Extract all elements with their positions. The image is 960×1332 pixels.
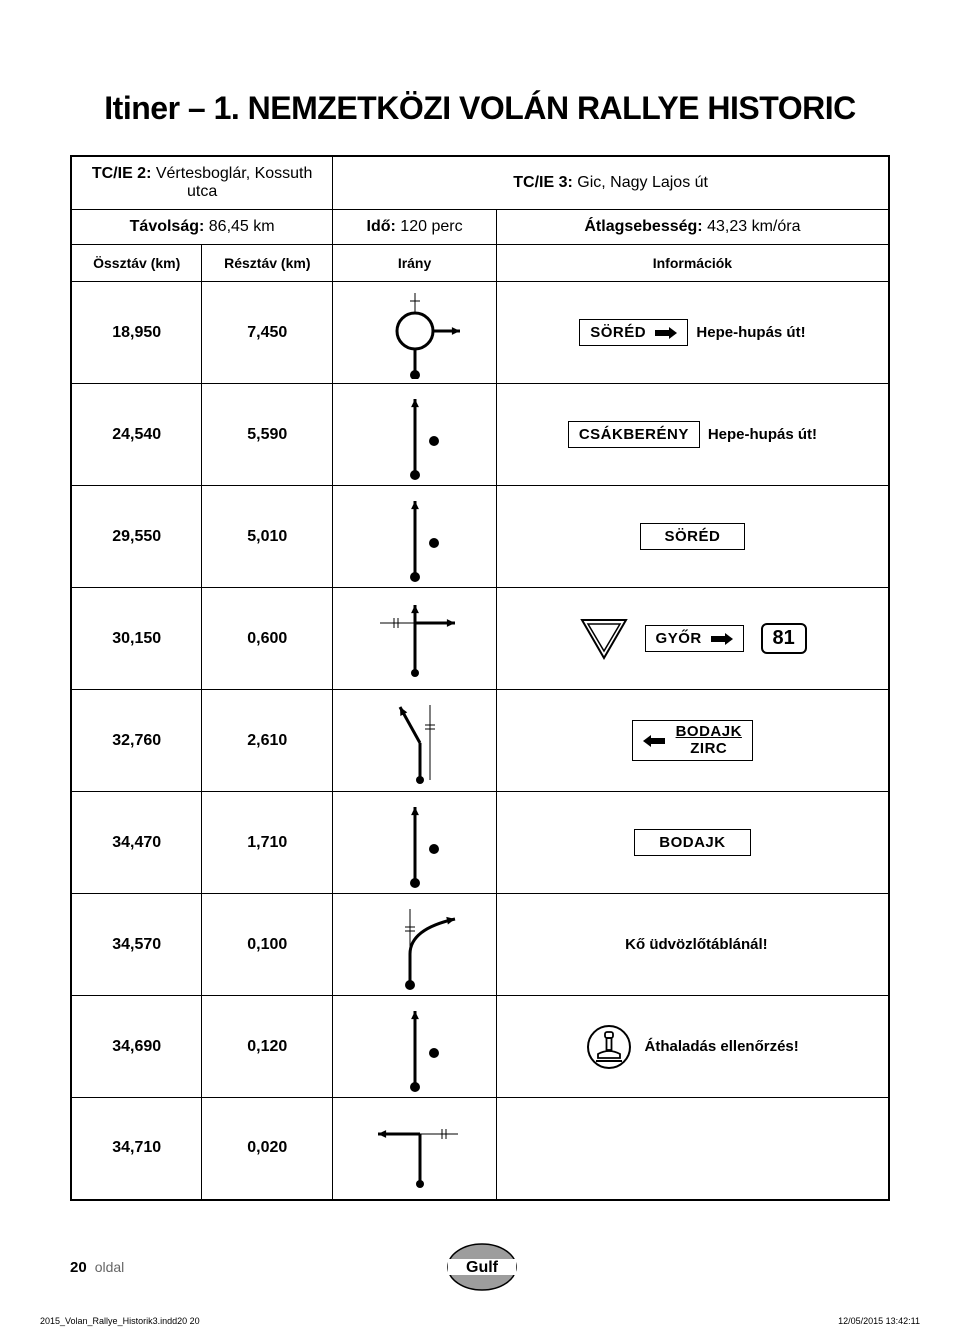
cell-info: BODAJKZIRC (496, 690, 889, 792)
table-row: 34,7100,020 (71, 1098, 889, 1200)
cell-part: 7,450 (202, 282, 333, 384)
direction-sign: BODAJK (634, 829, 750, 856)
cell-direction (333, 282, 497, 384)
cell-total: 34,470 (71, 792, 202, 894)
cell-direction (333, 486, 497, 588)
cell-info: SÖRÉD (496, 486, 889, 588)
route-badge: 81 (761, 623, 807, 654)
col-part: Résztáv (km) (202, 245, 333, 282)
time-value: 120 perc (400, 218, 462, 235)
cell-info (496, 1098, 889, 1200)
cell-info: GYŐR 81 (496, 588, 889, 690)
table-row: 34,6900,120 Áthaladás ellenőrzés! (71, 996, 889, 1098)
cell-part: 0,020 (202, 1098, 333, 1200)
tc2-cell: TC/IE 2: Vértesboglár, Kossuth utca (71, 156, 333, 210)
cell-info: SÖRÉD Hepe-hupás út! (496, 282, 889, 384)
cell-direction (333, 894, 497, 996)
dist-value: 86,45 km (209, 218, 275, 235)
time-label: Idő: (367, 218, 396, 235)
direction-sign: GYŐR (645, 625, 745, 652)
tc3-label: TC/IE 3: (513, 174, 573, 191)
table-row: 24,5405,590 CSÁKBERÉNY Hepe-hupás út! (71, 384, 889, 486)
itiner-table: TC/IE 2: Vértesboglár, Kossuth utca TC/I… (70, 155, 890, 1201)
cell-total: 32,760 (71, 690, 202, 792)
cell-total: 24,540 (71, 384, 202, 486)
table-row: 32,7602,610 BODAJKZIRC (71, 690, 889, 792)
tc3-value: Gic, Nagy Lajos út (577, 174, 708, 191)
table-row: 29,5505,010 SÖRÉD (71, 486, 889, 588)
cell-part: 5,010 (202, 486, 333, 588)
cell-direction (333, 588, 497, 690)
table-row: 34,5700,100 Kő üdvözlőtáblánál! (71, 894, 889, 996)
stamp-icon (586, 1024, 632, 1070)
cell-total: 34,710 (71, 1098, 202, 1200)
cell-total: 18,950 (71, 282, 202, 384)
cell-direction (333, 1098, 497, 1200)
cell-direction (333, 996, 497, 1098)
tc2-label: TC/IE 2: (92, 165, 152, 182)
page-number: 20 (70, 1259, 87, 1276)
cell-part: 2,610 (202, 690, 333, 792)
cell-total: 34,570 (71, 894, 202, 996)
cell-info: BODAJK (496, 792, 889, 894)
meta-left: 2015_Volan_Rallye_Historik3.indd20 20 (40, 1316, 200, 1326)
page-title: Itiner – 1. NEMZETKÖZI VOLÁN RALLYE HIST… (70, 90, 890, 127)
cell-info: Kő üdvözlőtáblánál! (496, 894, 889, 996)
table-row: 18,9507,450 SÖRÉD Hepe-hupás út! (71, 282, 889, 384)
info-note: Áthaladás ellenőrzés! (645, 1038, 799, 1055)
yield-icon (578, 616, 630, 662)
cell-part: 0,600 (202, 588, 333, 690)
table-row: 30,1500,600 GYŐR 81 (71, 588, 889, 690)
info-note: Hepe-hupás út! (696, 324, 805, 341)
print-meta: 2015_Volan_Rallye_Historik3.indd20 20 12… (40, 1316, 920, 1326)
direction-sign: SÖRÉD (579, 319, 688, 346)
tc2-value: Vértesboglár, Kossuth utca (156, 165, 313, 200)
avg-value: 43,23 km/óra (707, 218, 800, 235)
info-note: Kő üdvözlőtáblánál! (625, 936, 768, 953)
direction-sign: BODAJKZIRC (632, 720, 753, 761)
meta-right: 12/05/2015 13:42:11 (838, 1316, 920, 1326)
cell-part: 1,710 (202, 792, 333, 894)
col-dir: Irány (333, 245, 497, 282)
time-cell: Idő: 120 perc (333, 210, 497, 245)
cell-info: Áthaladás ellenőrzés! (496, 996, 889, 1098)
direction-sign: SÖRÉD (640, 523, 746, 550)
avg-label: Átlagsebesség: (584, 218, 702, 235)
gulf-logo-icon: Gulf (445, 1242, 519, 1292)
cell-part: 5,590 (202, 384, 333, 486)
cell-total: 29,550 (71, 486, 202, 588)
cell-total: 30,150 (71, 588, 202, 690)
col-total: Össztáv (km) (71, 245, 202, 282)
page-label: oldal (95, 1259, 125, 1275)
svg-text:Gulf: Gulf (466, 1259, 499, 1276)
info-note: Hepe-hupás út! (708, 426, 817, 443)
cell-part: 0,100 (202, 894, 333, 996)
cell-total: 34,690 (71, 996, 202, 1098)
dist-cell: Távolság: 86,45 km (71, 210, 333, 245)
cell-direction (333, 384, 497, 486)
page-footer: 20 oldal Gulf (70, 1242, 890, 1292)
table-row: 34,4701,710 BODAJK (71, 792, 889, 894)
cell-info: CSÁKBERÉNY Hepe-hupás út! (496, 384, 889, 486)
cell-direction (333, 792, 497, 894)
tc3-cell: TC/IE 3: Gic, Nagy Lajos út (333, 156, 889, 210)
dist-label: Távolság: (130, 218, 205, 235)
col-info: Információk (496, 245, 889, 282)
direction-sign: CSÁKBERÉNY (568, 421, 700, 448)
cell-part: 0,120 (202, 996, 333, 1098)
cell-direction (333, 690, 497, 792)
avg-cell: Átlagsebesség: 43,23 km/óra (496, 210, 889, 245)
